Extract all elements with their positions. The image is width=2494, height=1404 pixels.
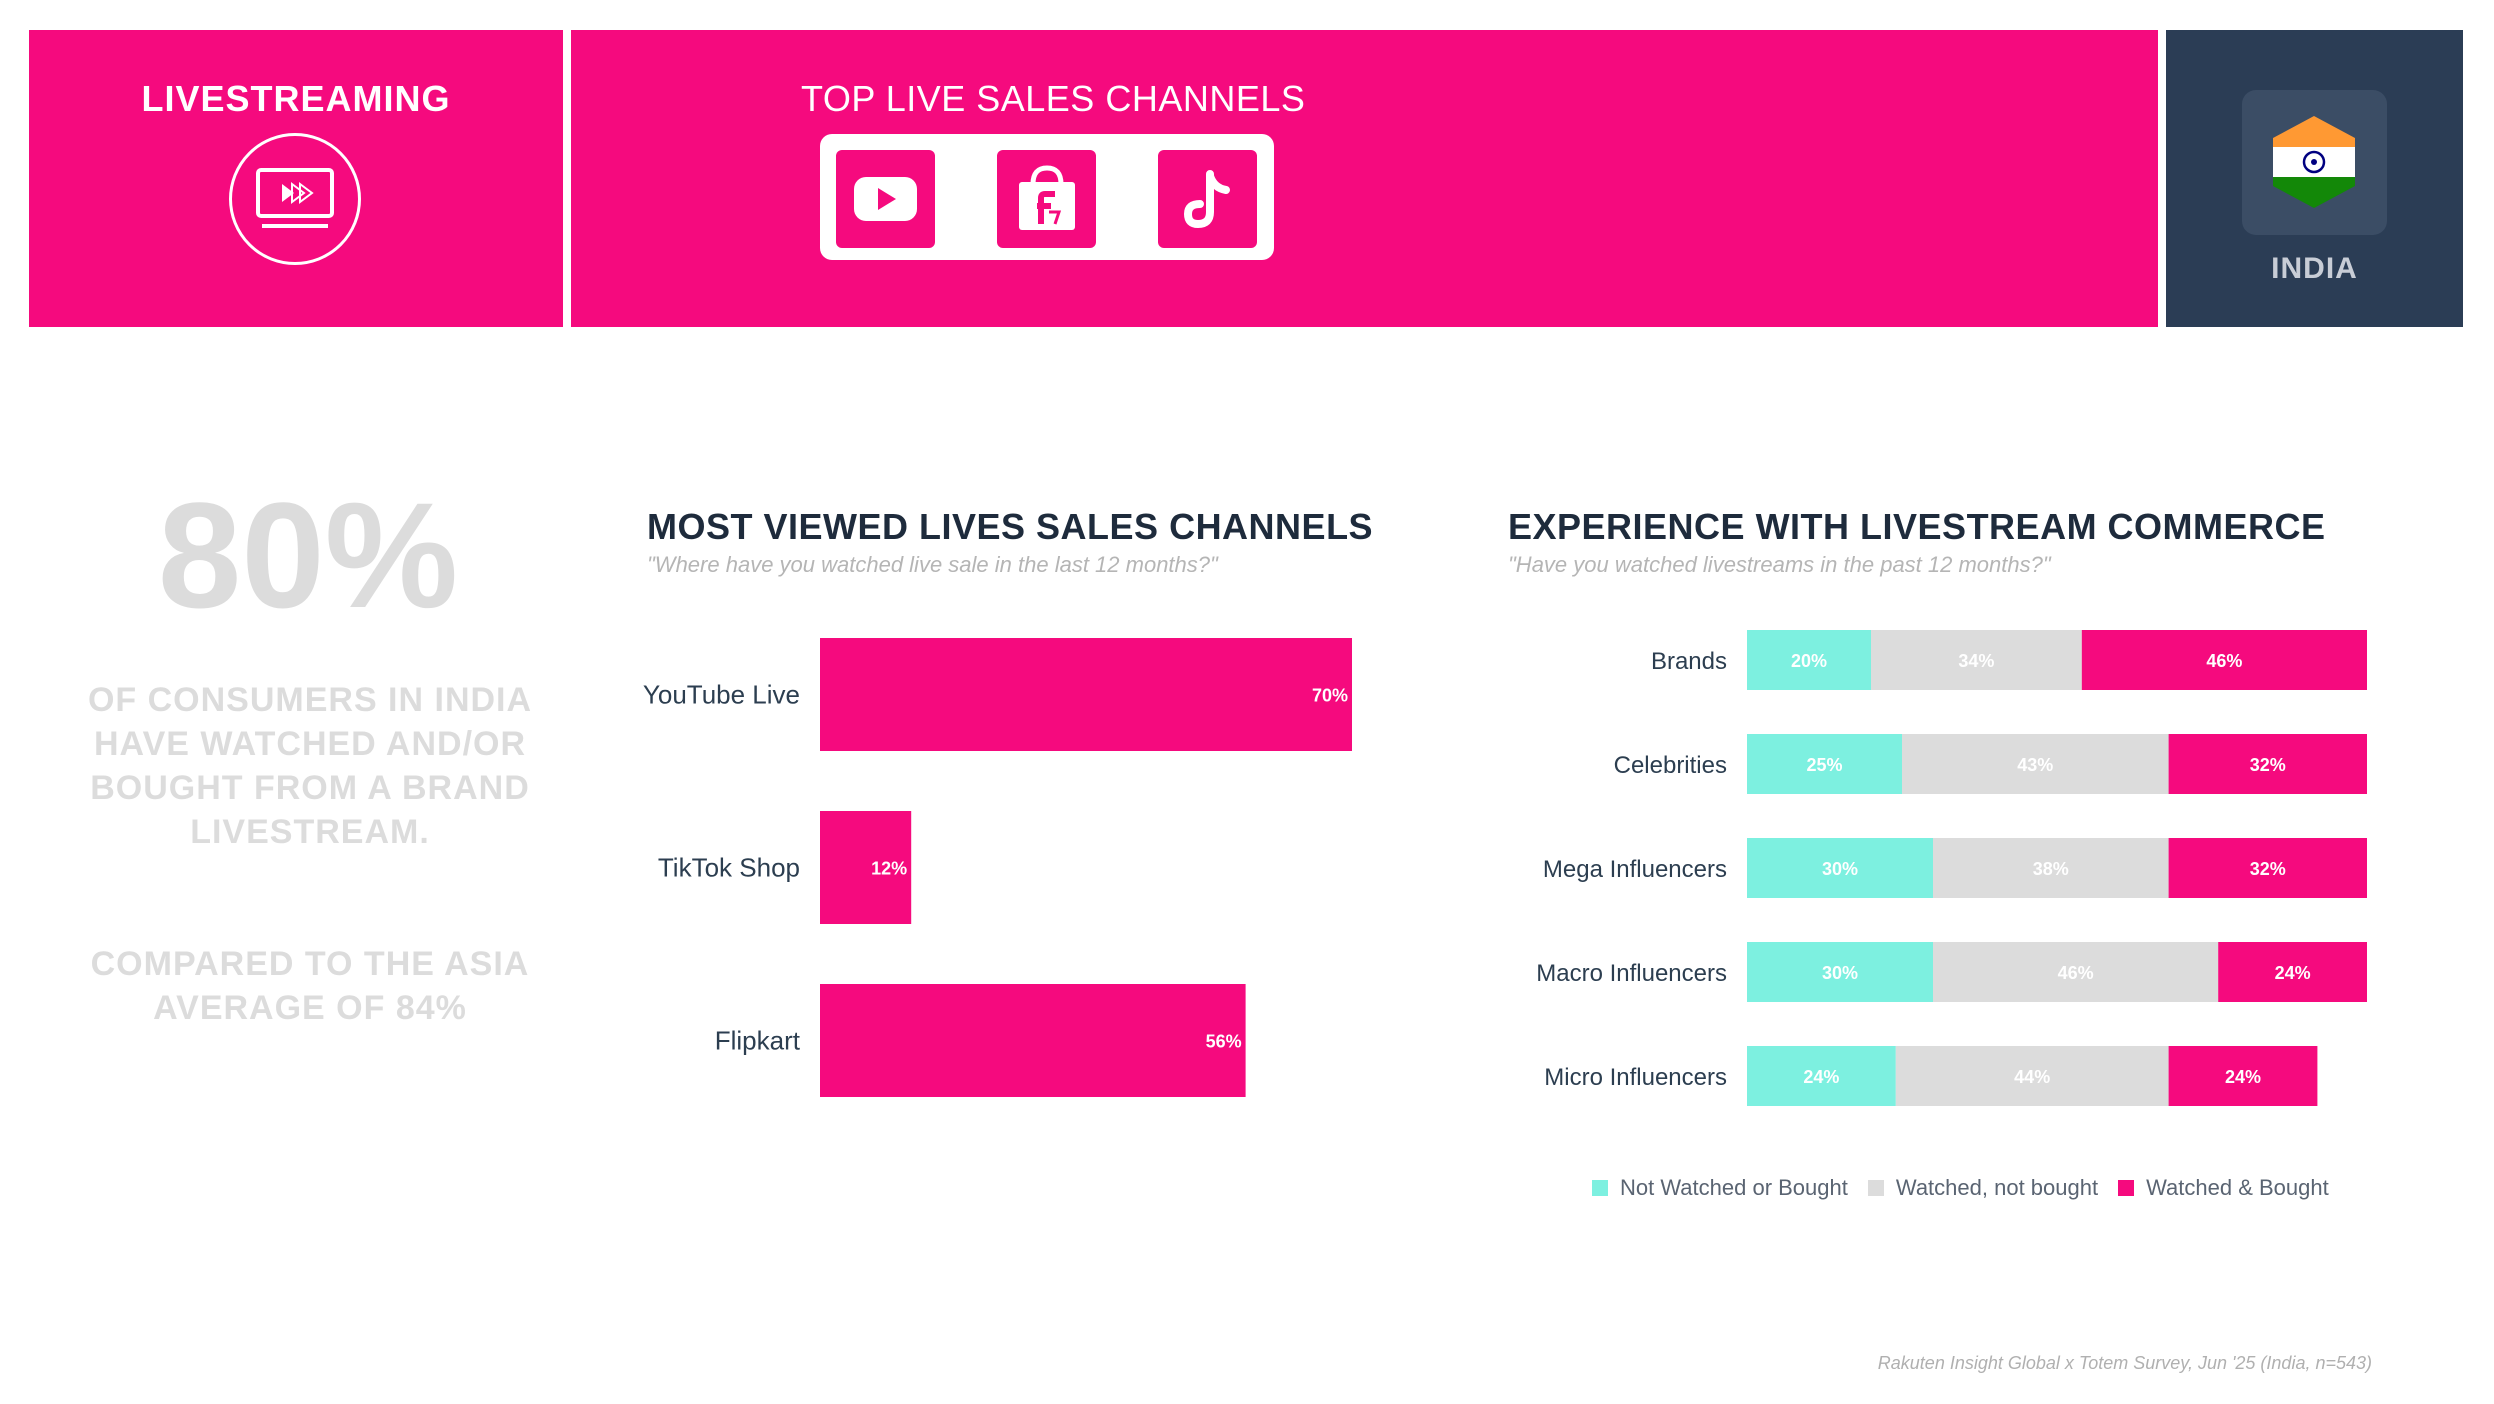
chart2-value-label: 24%	[2225, 1067, 2261, 1087]
chart2-bar-segment	[1933, 942, 2219, 1002]
legend-item: Watched, not bought	[1867, 1175, 2099, 1201]
chart2-bar-segment	[1895, 1046, 2169, 1106]
chart1-value-label: 70%	[1312, 686, 1348, 706]
chart2-value-label: 43%	[2017, 755, 2053, 775]
chart1-category-label: TikTok Shop	[658, 853, 800, 883]
chart2-bar-segment	[1871, 630, 2082, 690]
legend-label: Watched, not bought	[1895, 1175, 2099, 1200]
country-label: INDIA	[2271, 252, 2358, 285]
chart2-value-label: 46%	[2206, 651, 2242, 671]
chart1-value-label: 56%	[1206, 1032, 1242, 1052]
india-flag-icon	[2242, 90, 2387, 235]
chart2-bar-segment	[1747, 734, 1902, 794]
legend-item: Not Watched or Bought	[1592, 1175, 1848, 1201]
chart2-value-label: 25%	[1806, 755, 1842, 775]
chart2-value-label: 38%	[2033, 859, 2069, 879]
chart2-category-label: Macro Influencers	[1536, 960, 1727, 987]
chart2-category-label: Brands	[1651, 648, 1727, 675]
headline-percentage: 80%	[157, 471, 459, 639]
legend-item: Watched & Bought	[2118, 1175, 2329, 1201]
livestream-tv-icon	[229, 133, 361, 265]
chart2-category-label: Micro Influencers	[1544, 1064, 1727, 1091]
chart2-value-label: 44%	[2014, 1067, 2050, 1087]
chart1-subtitle: "Where have you watched live sale in the…	[647, 552, 1218, 577]
chart2-value-label: 30%	[1822, 963, 1858, 983]
chart2-value-label: 46%	[2058, 963, 2094, 983]
chart2-subtitle: "Have you watched livestreams in the pas…	[1508, 552, 2051, 577]
livestreaming-panel: LIVESTREAMING	[29, 30, 563, 327]
chart2-category-label: Mega Influencers	[1543, 856, 1727, 883]
chart2-bar-segment	[1747, 1046, 1896, 1106]
chart2-bar-segment	[2168, 838, 2367, 898]
app-icons-box	[820, 134, 1274, 260]
experience-stacked-bar-chart: Brands 20% 34% 46% Celebrities 25% 43% 32% Mega …	[1536, 630, 2367, 1106]
chart2-value-label: 32%	[2250, 755, 2286, 775]
chart2-value-label: 32%	[2250, 859, 2286, 879]
asia-comparison: COMPARED TO THE ASIA AVERAGE OF 84%	[90, 945, 530, 1027]
chart2-bar-segment	[2168, 734, 2367, 794]
youtube-icon	[836, 150, 935, 248]
legend-label: Not Watched or Bought	[1620, 1175, 1848, 1200]
flipkart-icon	[997, 150, 1096, 248]
legend-swatch	[1592, 1180, 1608, 1196]
headline-description: OF CONSUMERS IN INDIA HAVE WATCHED AND/O…	[87, 681, 533, 851]
chart2-bar-segment	[1747, 630, 1871, 690]
chart2-category-label: Celebrities	[1614, 752, 1727, 779]
top-channels-title: TOP LIVE SALES CHANNELS	[801, 78, 1306, 119]
chart2-title: EXPERIENCE WITH LIVESTREAM COMMERCE	[1508, 506, 2326, 547]
chart2-value-label: 20%	[1791, 651, 1827, 671]
chart2-value-label: 24%	[2275, 963, 2311, 983]
chart2-value-label: 24%	[1803, 1067, 1839, 1087]
chart2-bar-segment	[2081, 630, 2367, 690]
chart1-bar	[820, 638, 1352, 751]
chart2-bar-segment	[1747, 838, 1933, 898]
chart2-legend: Not Watched or Bought Watched, not bought…	[1592, 1175, 2329, 1201]
chart2-bar-segment	[2168, 1046, 2318, 1106]
chart1-category-label: YouTube Live	[643, 680, 800, 710]
channels-bar-chart: YouTube Live 70% TikTok Shop 12% Flipkart 56%	[643, 638, 1352, 1097]
legend-swatch	[2118, 1180, 2135, 1196]
chart2-value-label: 30%	[1822, 859, 1858, 879]
chart1-title: MOST VIEWED LIVES SALES CHANNELS	[647, 506, 1374, 547]
tiktok-icon	[1158, 150, 1257, 248]
chart2-bar-segment	[1902, 734, 2169, 794]
top-channels-panel: TOP LIVE SALES CHANNELS	[571, 30, 2158, 327]
chart1-value-label: 12%	[871, 859, 907, 879]
livestreaming-title: LIVESTREAMING	[141, 78, 451, 119]
chart2-value-label: 34%	[1958, 651, 1994, 671]
chart2-bar-segment	[1933, 838, 2169, 898]
chart2-bar-segment	[1747, 942, 1933, 1002]
chart2-bar-segment	[2218, 942, 2367, 1002]
chart1-bar	[820, 984, 1246, 1097]
source-note: Rakuten Insight Global x Totem Survey, J…	[1877, 1353, 2372, 1373]
chart1-category-label: Flipkart	[715, 1026, 801, 1056]
country-panel: INDIA	[2166, 30, 2463, 327]
legend-label: Watched & Bought	[2146, 1175, 2329, 1200]
legend-swatch	[1867, 1180, 1884, 1196]
chart1-bar	[820, 811, 912, 924]
